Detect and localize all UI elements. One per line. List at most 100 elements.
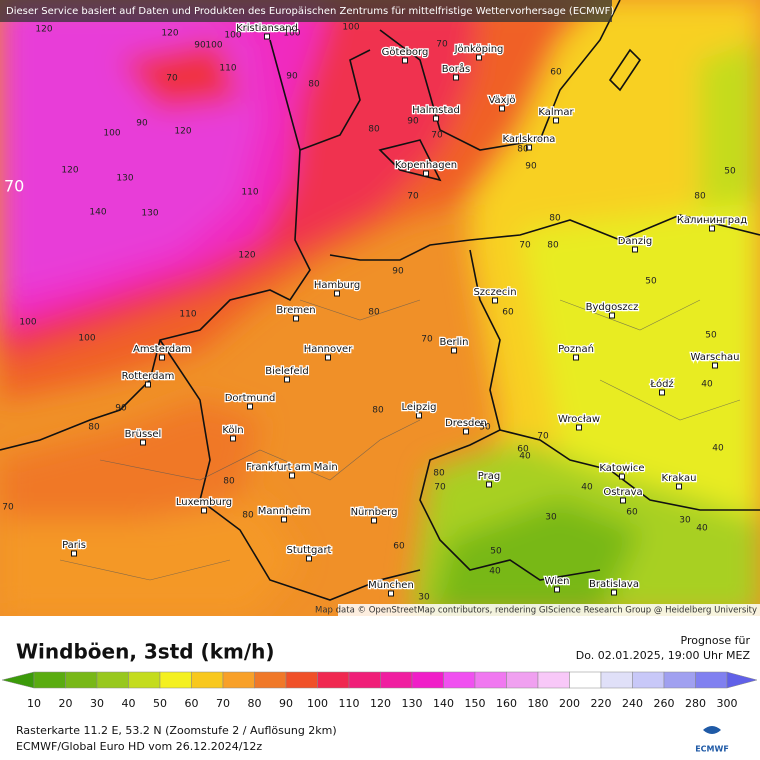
contour-label: 100 xyxy=(78,334,95,344)
contour-label: 140 xyxy=(89,208,106,218)
contour-label: 80 xyxy=(517,145,529,155)
city-label: Warschau xyxy=(691,352,740,363)
logo: ECMWF xyxy=(695,745,729,754)
contour-label: 70 xyxy=(166,74,178,84)
city-marker xyxy=(201,507,207,514)
contour-label: 40 xyxy=(581,483,593,493)
city-marker xyxy=(433,115,439,122)
city-label: Калининград xyxy=(677,215,747,226)
colorbar-tick-label: 240 xyxy=(622,697,643,710)
city-marker xyxy=(611,589,617,596)
colorbar-bin xyxy=(317,671,350,689)
contour-label: 130 xyxy=(141,209,158,219)
contour-label: 90 xyxy=(392,267,404,277)
colorbar-bin xyxy=(411,671,444,689)
colorbar-tick-label: 60 xyxy=(185,697,199,710)
city-marker xyxy=(632,246,638,253)
colorbar-bin xyxy=(285,671,318,689)
city-marker xyxy=(709,225,715,232)
city-marker xyxy=(499,105,505,112)
city-marker xyxy=(293,315,299,322)
city-marker xyxy=(576,424,582,431)
city-label: Mannheim xyxy=(258,506,310,517)
contour-label: 50 xyxy=(490,547,502,557)
contour-label: 40 xyxy=(696,524,708,534)
city-marker xyxy=(230,435,236,442)
city-marker xyxy=(281,516,287,523)
contour-label: 90 xyxy=(407,117,419,127)
city-label: Borås xyxy=(442,62,470,75)
contour-label: 90 xyxy=(525,162,537,172)
contour-label: 70 xyxy=(2,503,14,513)
city-label: Dortmund xyxy=(225,393,276,404)
contour-label: 70 xyxy=(434,483,446,493)
contour-label: 110 xyxy=(219,64,236,74)
city-label: Brüssel xyxy=(125,429,162,440)
city-marker xyxy=(145,381,151,388)
city-label: Berlin xyxy=(439,337,468,348)
city-marker xyxy=(388,590,394,597)
city-marker xyxy=(492,297,498,304)
colorbar-bin xyxy=(600,671,633,689)
contour-label: 70 xyxy=(537,432,549,442)
colorbar-bin xyxy=(443,671,476,689)
contour-label: 120 xyxy=(35,25,52,35)
contour-label: 120 xyxy=(238,251,255,261)
colorbar-tick-label: 100 xyxy=(307,697,328,710)
city-marker xyxy=(476,54,482,61)
colorbar-tick-label: 50 xyxy=(153,697,167,710)
colorbar-tick-label: 220 xyxy=(591,697,612,710)
city-marker xyxy=(609,312,615,319)
colorbar-tick-label: 10 xyxy=(27,697,41,710)
colorbar-tick-label: 150 xyxy=(465,697,486,710)
city-label: Rotterdam xyxy=(122,371,175,382)
contour-label: 30 xyxy=(545,513,557,523)
colorbar-bin xyxy=(96,671,129,689)
city-marker xyxy=(306,555,312,562)
colorbar-tick-label: 20 xyxy=(59,697,73,710)
contour-label: 80 xyxy=(433,469,445,479)
colorbar-tick-label: 110 xyxy=(339,697,360,710)
contour-label: 80 xyxy=(372,406,384,416)
contour-label: 30 xyxy=(679,516,691,526)
city-marker xyxy=(553,117,559,124)
city-marker xyxy=(712,362,718,369)
contour-label: 70 xyxy=(436,40,448,50)
contour-label: 50 xyxy=(705,331,717,341)
colorbar-bin xyxy=(128,671,161,689)
city-marker xyxy=(463,428,469,435)
colorbar-bin xyxy=(663,671,696,689)
city-marker xyxy=(284,376,290,383)
colorbar-tick-label: 140 xyxy=(433,697,454,710)
colorbar-tick-label: 200 xyxy=(559,697,580,710)
city-label: Kalmar xyxy=(538,107,574,118)
colorbar-tick-label: 260 xyxy=(654,697,675,710)
city-label: Luxemburg xyxy=(176,497,232,508)
city-label: Ostrava xyxy=(603,487,642,498)
city-marker xyxy=(486,481,492,488)
city-marker xyxy=(289,472,295,479)
wind-field xyxy=(0,0,760,616)
colorbar-arrow-low xyxy=(1,671,35,689)
city-marker xyxy=(416,412,422,419)
colorbar-tick-label: 70 xyxy=(216,697,230,710)
model-info: ECMWF/Global Euro HD vom 26.12.2024/12z xyxy=(16,740,262,753)
city-label: Prag xyxy=(478,471,500,482)
contour-label: 100 xyxy=(283,29,300,39)
contour-label: 60 xyxy=(393,542,405,552)
contour-label: 100 xyxy=(205,41,222,51)
contour-label: 80 xyxy=(308,80,320,90)
contour-label: 70 xyxy=(421,335,433,345)
colorbar-bin xyxy=(33,671,66,689)
city-marker xyxy=(325,354,331,361)
city-marker xyxy=(659,389,665,396)
city-label: Wrocław xyxy=(558,414,600,425)
contour-label: 80 xyxy=(223,477,235,487)
contour-label: 40 xyxy=(519,452,531,462)
city-marker xyxy=(371,517,377,524)
contour-label: 70 xyxy=(431,131,443,141)
city-marker xyxy=(140,439,146,446)
colorbar-bin xyxy=(537,671,570,689)
contour-label: 60 xyxy=(626,508,638,518)
city-label: Kopenhagen xyxy=(395,160,457,171)
